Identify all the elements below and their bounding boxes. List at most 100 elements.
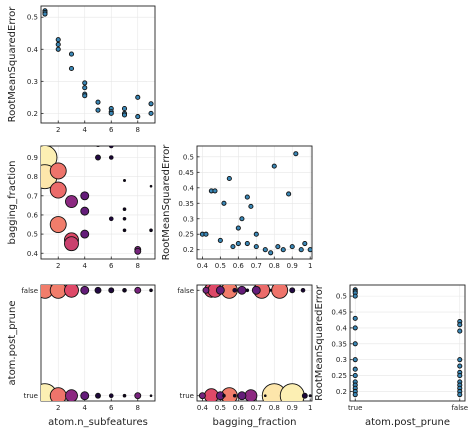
data-point	[64, 285, 79, 298]
x-tick-label: 8	[136, 262, 140, 270]
y-tick-label: true	[24, 392, 38, 400]
x-tick-label: false	[451, 404, 468, 412]
data-point	[307, 247, 312, 253]
data-point	[300, 287, 306, 293]
plot-frame	[40, 284, 156, 402]
y-tick-label: 0.3	[183, 215, 194, 223]
y-tick-label: 0.2	[183, 246, 194, 254]
data-point	[352, 357, 358, 363]
data-point	[308, 394, 312, 398]
data-point	[134, 286, 142, 294]
data-point	[80, 229, 90, 239]
data-point	[457, 322, 463, 328]
y-tick-label: 0.4	[336, 324, 348, 332]
x-axis-label: bagging_fraction	[212, 417, 296, 428]
x-tick-label: 1	[308, 404, 312, 412]
data-point	[65, 195, 78, 208]
data-point	[457, 363, 463, 369]
x-tick-label: 4	[83, 262, 88, 270]
data-point	[80, 191, 90, 201]
data-point	[121, 106, 128, 112]
data-point	[221, 200, 227, 206]
data-point	[251, 285, 261, 295]
data-point	[275, 244, 281, 250]
x-axis-label: atom.n_subfeatures	[48, 417, 148, 428]
data-point	[95, 154, 101, 161]
data-point	[135, 94, 141, 100]
y-tick-label: false	[21, 287, 38, 295]
x-tick-label: 0.4	[197, 262, 209, 270]
data-point	[65, 389, 78, 401]
x-tick-label: 0.5	[215, 404, 226, 412]
data-point	[217, 237, 223, 243]
y-tick-label: 0.4	[183, 184, 195, 192]
points-p11	[42, 8, 154, 120]
plot-frame	[40, 5, 156, 124]
subplot-p31: 2 4 6 8 true false atom.n_subfeatures atom.post…	[7, 284, 156, 428]
y-tick-label: 0.35	[178, 200, 194, 208]
data-point	[352, 315, 358, 321]
y-tick-label: 0.3	[336, 356, 347, 364]
data-point	[42, 11, 48, 17]
y-tick-label: 0.7	[27, 192, 38, 200]
data-point	[457, 328, 463, 334]
data-point	[149, 228, 153, 233]
data-point	[289, 287, 296, 294]
data-point	[94, 286, 102, 294]
points-p31	[41, 285, 153, 401]
points-p32	[198, 285, 312, 401]
data-point	[148, 101, 154, 107]
data-point	[244, 389, 258, 401]
y-tick-label: 0.25	[331, 372, 347, 380]
data-point	[55, 37, 61, 43]
data-point	[301, 392, 308, 399]
y-tick-label: 0.5	[183, 153, 194, 161]
y-tick-label: 0.5	[336, 293, 347, 301]
y-tick-label: 0.45	[331, 309, 347, 317]
data-point	[457, 357, 463, 363]
data-point	[135, 114, 141, 120]
subplot-p22: 0.4 0.5 0.6 0.7 0.8 0.9 1 0.2 0.25 0.3 0.35 0.4 0.45…	[161, 144, 313, 270]
data-point	[239, 216, 245, 222]
y-tick-label: 0.6	[27, 211, 39, 219]
data-point	[122, 287, 127, 293]
data-point	[352, 373, 358, 379]
data-point	[95, 392, 101, 399]
data-point	[268, 250, 274, 256]
y-tick-label: 0.45	[178, 169, 194, 177]
data-point	[280, 247, 286, 253]
x-tick-label: 8	[136, 126, 140, 134]
data-point	[134, 392, 142, 400]
y-tick-label: 0.2	[336, 388, 347, 396]
data-point	[49, 162, 67, 180]
data-point	[352, 392, 358, 398]
data-point	[286, 191, 292, 197]
x-tick-label: 0.6	[233, 262, 245, 270]
data-point	[108, 287, 115, 294]
data-point	[49, 181, 67, 199]
y-tick-label: false	[177, 287, 194, 295]
x-tick-label: 0.7	[251, 262, 262, 270]
data-point	[108, 110, 114, 116]
points-p22	[199, 151, 312, 256]
x-tick-label: 0.4	[197, 404, 209, 412]
data-point	[95, 107, 101, 113]
data-point	[95, 99, 101, 105]
data-point	[293, 151, 299, 157]
x-tick-label: 0.6	[233, 404, 245, 412]
x-tick-label: 0.5	[215, 262, 226, 270]
data-point	[122, 228, 127, 233]
y-tick-label: 0.5	[27, 14, 38, 22]
y-tick-label: 0.25	[178, 231, 194, 239]
data-point	[95, 146, 101, 148]
data-point	[226, 175, 232, 182]
data-point	[262, 247, 268, 253]
data-point	[352, 366, 358, 372]
data-point	[123, 178, 127, 182]
data-point	[203, 231, 209, 237]
data-point	[352, 325, 358, 331]
y-tick-label: 0.3	[27, 78, 38, 86]
data-point	[289, 244, 295, 250]
data-point	[271, 163, 277, 169]
